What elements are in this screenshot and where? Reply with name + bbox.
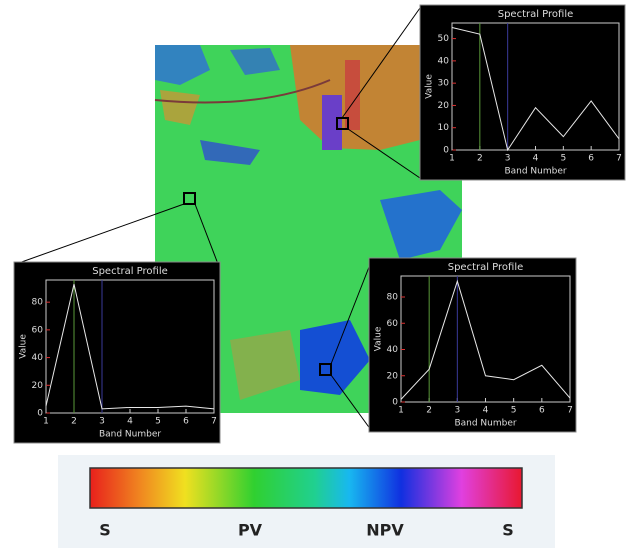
- spectral-profile-chart: Spectral Profile Band Number Value 0 20 40 60 8…: [13, 261, 221, 444]
- y-tick-label: 0: [37, 409, 43, 419]
- x-tick-label: 1: [449, 154, 455, 164]
- x-tick-label: 1: [398, 406, 404, 416]
- y-tick-label: 0: [392, 398, 398, 408]
- y-tick-label: 20: [438, 101, 450, 111]
- y-tick-label: 30: [438, 79, 450, 89]
- colorbar: [58, 455, 555, 548]
- chart-title: Spectral Profile: [498, 9, 574, 20]
- x-tick-label: 5: [155, 417, 161, 427]
- y-axis-label: Value: [425, 74, 435, 99]
- y-tick-label: 10: [438, 123, 450, 133]
- x-tick-label: 7: [211, 417, 217, 427]
- y-tick-label: 40: [32, 353, 44, 363]
- colorbar-label: NPV: [366, 521, 404, 540]
- y-tick-label: 20: [32, 381, 44, 391]
- x-tick-label: 5: [511, 406, 517, 416]
- y-tick-label: 0: [443, 146, 449, 156]
- chart-title: Spectral Profile: [92, 266, 168, 277]
- y-tick-label: 20: [387, 371, 399, 381]
- x-tick-label: 4: [127, 417, 133, 427]
- colorbar-label: PV: [238, 521, 263, 540]
- chart-frame: [419, 4, 626, 181]
- y-tick-label: 40: [387, 345, 399, 355]
- spectral-profile-chart: Spectral Profile Band Number Value 0 10 20 30 4…: [419, 4, 626, 181]
- x-tick-label: 6: [588, 154, 594, 164]
- colorbar-label: S: [502, 521, 514, 540]
- x-tick-label: 2: [477, 154, 483, 164]
- x-tick-label: 6: [183, 417, 189, 427]
- x-tick-label: 2: [71, 417, 77, 427]
- profile-line: [451, 26, 620, 152]
- y-tick-label: 60: [32, 325, 44, 335]
- x-tick-label: 4: [533, 154, 539, 164]
- x-axis-label: Band Number: [454, 419, 516, 429]
- x-tick-label: 5: [560, 154, 566, 164]
- x-axis-label: Band Number: [504, 167, 566, 177]
- chart-title: Spectral Profile: [448, 262, 524, 273]
- x-tick-label: 2: [426, 406, 432, 416]
- x-tick-label: 7: [567, 406, 573, 416]
- y-tick-label: 60: [387, 319, 399, 329]
- y-tick-label: 40: [438, 56, 450, 66]
- x-tick-label: 3: [99, 417, 105, 427]
- chart-frame: [368, 257, 577, 433]
- x-tick-label: 4: [483, 406, 489, 416]
- y-tick-label: 50: [438, 34, 450, 44]
- x-tick-label: 3: [505, 154, 511, 164]
- y-axis-label: Value: [19, 334, 29, 359]
- colorbar-label: S: [99, 521, 111, 540]
- x-tick-label: 7: [616, 154, 622, 164]
- x-axis-label: Band Number: [99, 430, 161, 440]
- y-axis-label: Value: [374, 326, 384, 351]
- y-tick-label: 80: [32, 298, 44, 308]
- x-tick-label: 1: [43, 417, 49, 427]
- profile-line: [400, 279, 571, 400]
- y-tick-label: 80: [387, 293, 399, 303]
- x-tick-label: 3: [454, 406, 460, 416]
- spectral-profile-chart: Spectral Profile Band Number Value 0 20 40 60 8…: [368, 257, 577, 433]
- profile-line: [45, 284, 215, 410]
- x-tick-label: 6: [539, 406, 545, 416]
